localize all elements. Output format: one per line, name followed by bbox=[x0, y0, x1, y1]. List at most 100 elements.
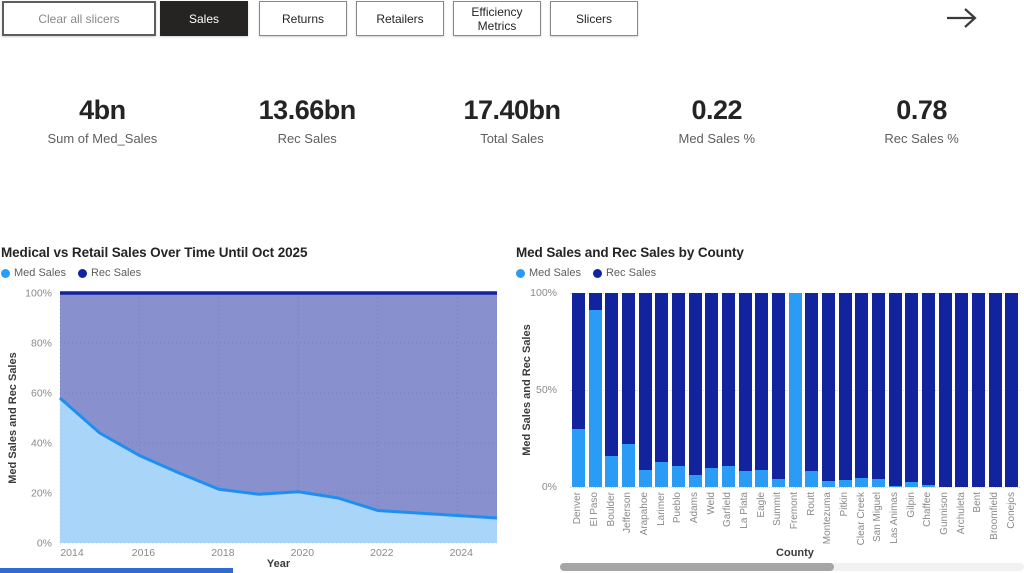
rec-sales-segment[interactable] bbox=[821, 293, 835, 482]
rec-sales-segment[interactable] bbox=[871, 293, 885, 480]
med-sales-segment[interactable] bbox=[771, 479, 785, 487]
med-sales-segment[interactable] bbox=[788, 293, 802, 487]
county-bar-denver[interactable] bbox=[571, 293, 585, 487]
med-sales-segment[interactable] bbox=[905, 482, 919, 487]
county-bar-jefferson[interactable] bbox=[621, 293, 635, 487]
med-sales-segment[interactable] bbox=[605, 455, 619, 487]
county-bar-arapahoe[interactable] bbox=[638, 293, 652, 487]
rec-sales-segment[interactable] bbox=[688, 293, 702, 476]
nav-button-returns[interactable]: Returns bbox=[259, 1, 347, 36]
rec-sales-segment[interactable] bbox=[905, 293, 919, 483]
county-bar-san-miguel[interactable] bbox=[871, 293, 885, 487]
med-sales-segment[interactable] bbox=[805, 471, 819, 487]
rec-sales-segment[interactable] bbox=[671, 293, 685, 466]
county-bar-summit[interactable] bbox=[771, 293, 785, 487]
rec-sales-segment[interactable] bbox=[638, 293, 652, 470]
nav-button-label: Sales bbox=[188, 11, 220, 26]
rec-sales-segment[interactable] bbox=[1005, 293, 1019, 487]
legend-item-med-sales[interactable]: Med Sales bbox=[516, 267, 581, 279]
rec-sales-segment[interactable] bbox=[621, 293, 635, 445]
county-bar-eagle[interactable] bbox=[755, 293, 769, 487]
med-sales-segment[interactable] bbox=[755, 469, 769, 487]
rec-sales-segment[interactable] bbox=[605, 293, 619, 456]
rec-sales-segment[interactable] bbox=[705, 293, 719, 468]
county-label: Chaffee bbox=[922, 492, 934, 527]
kpi-value: 0.78 bbox=[896, 95, 947, 125]
county-bar-broomfield[interactable] bbox=[988, 293, 1002, 487]
rec-sales-segment[interactable] bbox=[571, 293, 585, 429]
x-axis-tick-label: 2024 bbox=[450, 547, 474, 559]
county-bar-boulder[interactable] bbox=[605, 293, 619, 487]
county-bar-pitkin[interactable] bbox=[838, 293, 852, 487]
bar-chart-scrollbar-thumb[interactable] bbox=[560, 563, 834, 571]
county-bar-la-plata[interactable] bbox=[738, 293, 752, 487]
rec-sales-segment[interactable] bbox=[921, 293, 935, 486]
county-bar-weld[interactable] bbox=[705, 293, 719, 487]
nav-button-retailers[interactable]: Retailers bbox=[356, 1, 444, 36]
med-sales-segment[interactable] bbox=[655, 461, 669, 487]
county-bar-larimer[interactable] bbox=[655, 293, 669, 487]
med-sales-segment[interactable] bbox=[638, 469, 652, 487]
med-sales-segment[interactable] bbox=[721, 465, 735, 487]
rec-sales-segment[interactable] bbox=[955, 293, 969, 487]
next-page-arrow-button[interactable] bbox=[944, 6, 980, 30]
med-sales-area[interactable] bbox=[60, 398, 497, 543]
county-bar-pueblo[interactable] bbox=[671, 293, 685, 487]
rec-sales-segment[interactable] bbox=[805, 293, 819, 472]
county-bar-routt[interactable] bbox=[805, 293, 819, 487]
med-sales-segment[interactable] bbox=[688, 475, 702, 487]
county-bar-archuleta[interactable] bbox=[955, 293, 969, 487]
rec-sales-segment[interactable] bbox=[855, 293, 869, 479]
area-chart-y-axis-title: Med Sales and Rec Sales bbox=[7, 352, 19, 484]
nav-button-label: Efficiency Metrics bbox=[471, 4, 523, 33]
county-bar-montezuma[interactable] bbox=[821, 293, 835, 487]
med-sales-segment[interactable] bbox=[705, 467, 719, 487]
med-sales-segment[interactable] bbox=[671, 465, 685, 487]
county-bar-chaffee[interactable] bbox=[921, 293, 935, 487]
legend-item-rec-sales[interactable]: Rec Sales bbox=[77, 267, 141, 279]
county-bar-fremont[interactable] bbox=[788, 293, 802, 487]
county-bar-adams[interactable] bbox=[688, 293, 702, 487]
nav-button-sales[interactable]: Sales bbox=[160, 1, 248, 36]
med-sales-segment[interactable] bbox=[738, 471, 752, 487]
county-bar-el-paso[interactable] bbox=[588, 293, 602, 487]
med-sales-segment[interactable] bbox=[821, 481, 835, 487]
rec-sales-segment[interactable] bbox=[655, 293, 669, 462]
bar-chart-scrollbar-track[interactable] bbox=[560, 563, 1024, 571]
y-axis-tick-label: 0% bbox=[37, 538, 52, 550]
rec-sales-segment[interactable] bbox=[771, 293, 785, 480]
rec-sales-segment[interactable] bbox=[755, 293, 769, 470]
rec-sales-segment[interactable] bbox=[588, 293, 602, 311]
county-label: Weld bbox=[705, 492, 717, 515]
kpi-value: 17.40bn bbox=[463, 95, 561, 125]
county-bar-clear-creek[interactable] bbox=[855, 293, 869, 487]
legend-item-med-sales[interactable]: Med Sales bbox=[1, 267, 66, 279]
rec-sales-segment[interactable] bbox=[721, 293, 735, 466]
legend-item-rec-sales[interactable]: Rec Sales bbox=[592, 267, 656, 279]
med-sales-segment[interactable] bbox=[888, 486, 902, 487]
nav-button-clear-all-slicers[interactable]: Clear all slicers bbox=[2, 1, 156, 36]
rec-sales-segment[interactable] bbox=[888, 293, 902, 487]
rec-sales-segment[interactable] bbox=[971, 293, 985, 487]
kpi-value: 0.22 bbox=[691, 95, 743, 125]
county-bar-gilpin[interactable] bbox=[905, 293, 919, 487]
med-sales-segment[interactable] bbox=[855, 478, 869, 487]
county-bar-las-animas[interactable] bbox=[888, 293, 902, 487]
rec-sales-segment[interactable] bbox=[938, 293, 952, 487]
nav-button-efficiency-metrics[interactable]: Efficiency Metrics bbox=[453, 1, 541, 36]
med-sales-segment[interactable] bbox=[921, 485, 935, 487]
med-sales-segment[interactable] bbox=[871, 479, 885, 487]
county-bar-gunnison[interactable] bbox=[938, 293, 952, 487]
county-label: Larimer bbox=[655, 492, 667, 526]
med-sales-segment[interactable] bbox=[621, 444, 635, 487]
med-sales-segment[interactable] bbox=[571, 428, 585, 487]
nav-button-slicers[interactable]: Slicers bbox=[550, 1, 638, 36]
county-bar-garfield[interactable] bbox=[721, 293, 735, 487]
rec-sales-segment[interactable] bbox=[838, 293, 852, 481]
county-bar-conejos[interactable] bbox=[1005, 293, 1019, 487]
rec-sales-segment[interactable] bbox=[988, 293, 1002, 487]
county-bar-bent[interactable] bbox=[971, 293, 985, 487]
med-sales-segment[interactable] bbox=[588, 310, 602, 487]
med-sales-segment[interactable] bbox=[838, 480, 852, 487]
rec-sales-segment[interactable] bbox=[738, 293, 752, 472]
